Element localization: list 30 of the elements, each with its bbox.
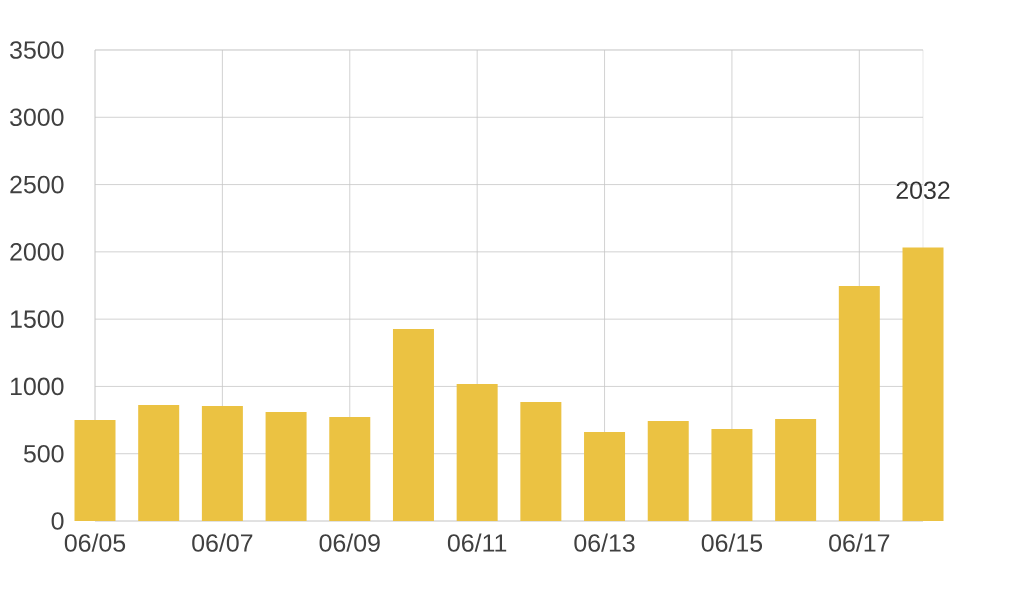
y-tick-label: 2000 <box>10 243 64 261</box>
bar <box>74 420 116 521</box>
bar <box>902 247 944 521</box>
bar <box>838 286 880 521</box>
bar <box>711 429 753 521</box>
bar <box>520 402 562 521</box>
y-tick-label: 0 <box>51 512 64 530</box>
bar <box>138 405 180 521</box>
bar <box>647 421 689 521</box>
y-tick-label: 3500 <box>10 41 64 59</box>
data-label: 2032 <box>896 181 950 200</box>
x-tick-label: 06/13 <box>574 533 635 552</box>
x-tick-label: 06/05 <box>64 533 126 552</box>
x-tick-label: 06/11 <box>447 533 507 552</box>
bar <box>329 416 371 521</box>
x-tick-label: 06/15 <box>701 533 763 552</box>
bar <box>265 412 307 521</box>
y-tick-label: 2500 <box>10 175 64 194</box>
x-tick-label: 06/09 <box>319 533 380 552</box>
bar <box>456 384 498 521</box>
y-tick-label: 1000 <box>10 377 64 396</box>
x-tick-label: 06/07 <box>192 533 253 552</box>
y-tick-label: 500 <box>23 444 64 463</box>
bar <box>392 329 434 521</box>
bar <box>584 432 626 521</box>
y-tick-label: 3000 <box>10 108 64 127</box>
y-tick-label: 1500 <box>10 310 64 328</box>
bar <box>775 418 817 521</box>
bar <box>201 406 243 521</box>
x-tick-label: 06/17 <box>829 533 890 552</box>
